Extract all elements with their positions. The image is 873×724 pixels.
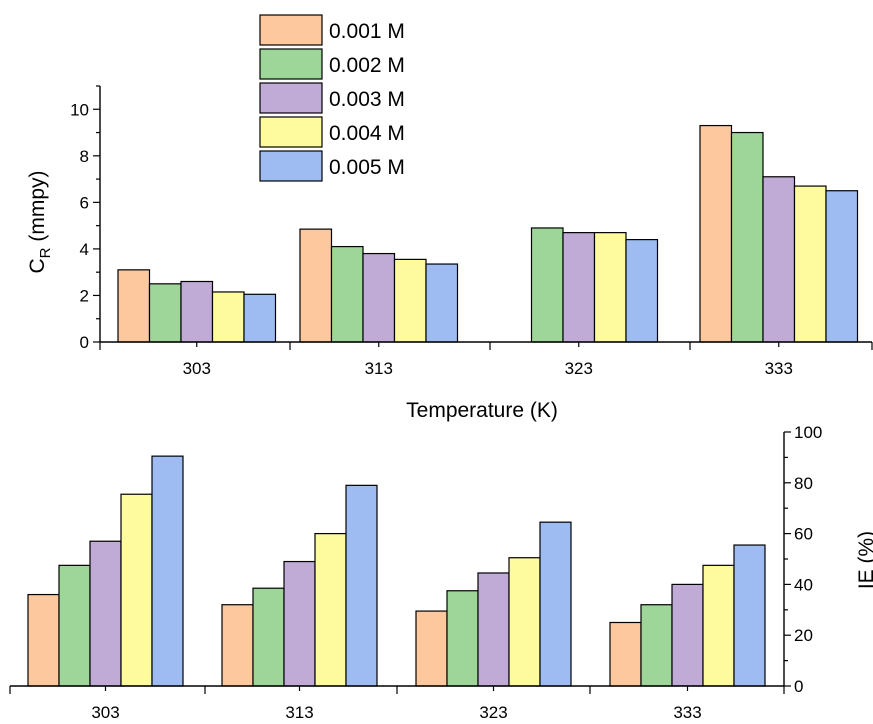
- ie-x-tick-label: 323: [479, 703, 507, 722]
- legend-label: 0.004 M: [329, 122, 405, 145]
- ie-bar-323-0.005M: [539, 521, 572, 687]
- ie-bar-303-0.003M: [89, 540, 122, 687]
- cr-y-tick-label: 2: [80, 286, 89, 305]
- cr-bar-323-0.002M: [530, 227, 564, 343]
- ie-bar-333-0.004M: [702, 564, 735, 687]
- ie-bar-333-0.002M: [640, 604, 673, 687]
- cr-y-tick-label: 0: [80, 333, 89, 352]
- ie-y-tick-label: 0: [794, 677, 803, 696]
- ie-bar-333-0.003M: [671, 583, 704, 687]
- cr-bar-323-0.004M: [593, 232, 627, 343]
- ie-y-tick-label: 80: [794, 474, 813, 493]
- ie-x-tick-label: 303: [91, 703, 119, 722]
- cr-bar-303-0.001M: [117, 269, 151, 343]
- cr-bar-313-0.004M: [393, 258, 427, 343]
- cr-x-tick-label: 303: [183, 359, 211, 378]
- ie-bar-303-0.002M: [58, 564, 91, 687]
- ie-bar-333-0.001M: [609, 621, 642, 687]
- legend-swatch: [259, 150, 323, 182]
- legend-label: 0.002 M: [329, 54, 405, 77]
- cr-x-tick-label: 323: [565, 359, 593, 378]
- ie-bar-323-0.003M: [477, 572, 510, 687]
- legend-label: 0.001 M: [329, 20, 405, 43]
- cr-bar-323-0.003M: [562, 232, 596, 343]
- ie-bar-313-0.003M: [283, 560, 316, 687]
- cr-bar-333-0.001M: [699, 124, 733, 343]
- ie-x-tick-label: 313: [285, 703, 313, 722]
- legend-swatch: [259, 82, 323, 114]
- cr-bar-303-0.002M: [148, 283, 182, 343]
- legend-label: 0.005 M: [329, 156, 405, 179]
- cr-bar-303-0.004M: [211, 291, 245, 343]
- legend-swatch: [259, 116, 323, 148]
- ie-x-tick-label: 333: [673, 703, 701, 722]
- cr-y-tick-label: 6: [80, 193, 89, 212]
- cr-bar-333-0.005M: [825, 190, 859, 343]
- cr-y-tick-label: 4: [80, 240, 89, 259]
- ie-y-tick-label: 100: [794, 423, 822, 442]
- ie-y-tick-label: 20: [794, 626, 813, 645]
- cr-bar-333-0.002M: [730, 131, 764, 343]
- ie-bar-333-0.005M: [733, 544, 766, 687]
- y-axis-title-tail: (mmpy): [26, 170, 49, 247]
- corrosion-rate-bars: [117, 124, 859, 343]
- cr-x-tick-label: 333: [765, 359, 793, 378]
- legend: 0.001 M 0.002 M 0.003 M 0.004 M 0.005 M: [259, 14, 405, 182]
- cr-bar-313-0.003M: [362, 252, 396, 343]
- ie-bar-303-0.004M: [120, 493, 153, 687]
- ie-bar-313-0.004M: [314, 532, 347, 687]
- cr-bar-313-0.005M: [425, 263, 459, 343]
- cr-bar-333-0.004M: [793, 185, 827, 343]
- ie-bar-313-0.005M: [345, 484, 378, 687]
- ie-bar-303-0.001M: [27, 593, 60, 687]
- cr-bar-323-0.005M: [625, 239, 659, 343]
- cr-bar-303-0.005M: [243, 293, 277, 343]
- inhibition-efficiency-chart: 0 20 40 60 80 100 303 313 323 333 IE (%): [9, 423, 873, 722]
- ie-bar-323-0.001M: [415, 610, 448, 687]
- cr-y-tick-label: 10: [70, 100, 89, 119]
- legend-swatch: [259, 48, 323, 80]
- ie-y-tick-label: 60: [794, 525, 813, 544]
- cr-bar-313-0.002M: [330, 245, 364, 343]
- corrosion-rate-chart: 0 2 4 6 8 10 303 313 323 333 CR (mmpy) Temperatur…: [26, 14, 873, 422]
- ie-bar-323-0.004M: [508, 557, 541, 687]
- cr-bar-333-0.003M: [762, 176, 796, 343]
- y-axis-title-subscript: R: [37, 247, 54, 258]
- cr-x-tick-label: 313: [365, 359, 393, 378]
- cr-bar-313-0.001M: [299, 228, 333, 343]
- temperature-x-axis-title: Temperature (K): [406, 399, 558, 422]
- legend-label: 0.003 M: [329, 88, 405, 111]
- cr-bar-303-0.003M: [180, 280, 214, 343]
- corrosion-rate-axes: 0 2 4 6 8 10 303 313 323 333: [70, 85, 873, 378]
- ie-bar-313-0.001M: [221, 604, 254, 687]
- ie-bar-323-0.002M: [446, 590, 479, 687]
- cr-y-tick-label: 8: [80, 147, 89, 166]
- ie-y-tick-label: 40: [794, 575, 813, 594]
- inhibition-efficiency-bars: [27, 455, 766, 687]
- y-axis-title-main: C: [26, 258, 49, 273]
- inhibition-efficiency-y-axis-title: IE (%): [855, 531, 873, 589]
- legend-swatch: [259, 14, 323, 46]
- ie-bar-313-0.002M: [252, 587, 285, 687]
- inhibition-efficiency-axes: 0 20 40 60 80 100 303 313 323 333: [9, 423, 822, 722]
- corrosion-rate-y-axis-title: CR (mmpy): [26, 170, 54, 273]
- ie-bar-303-0.005M: [151, 455, 184, 687]
